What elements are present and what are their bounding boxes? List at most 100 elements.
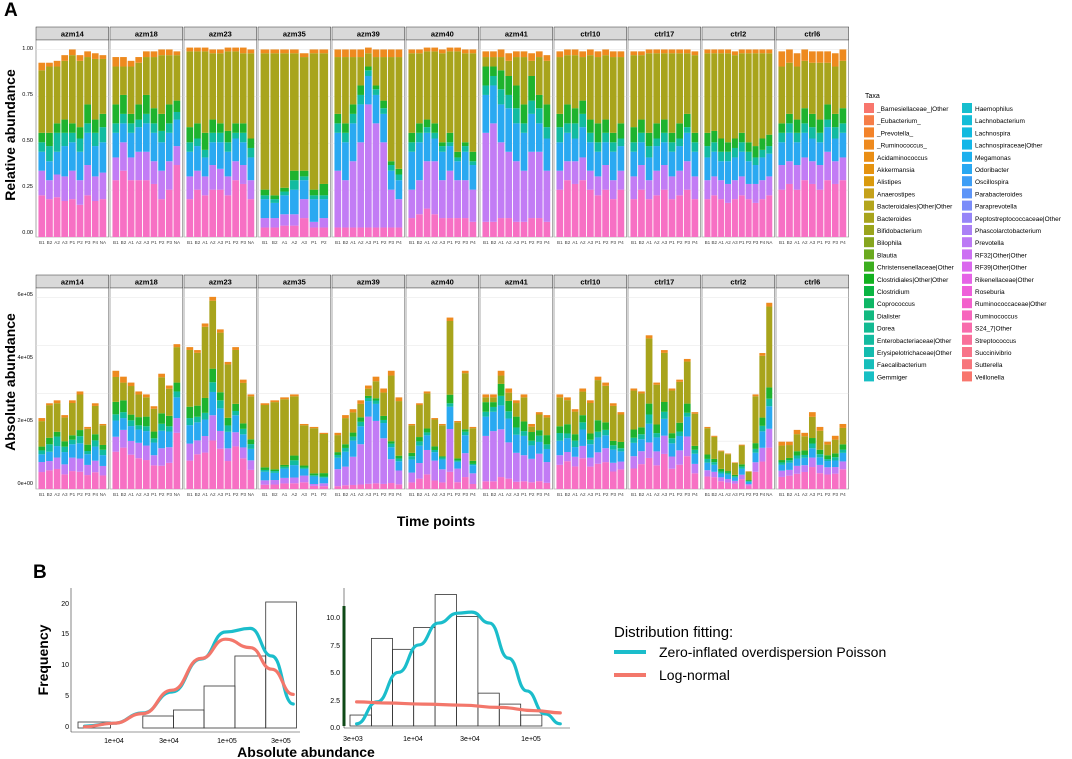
- time-point-tick: P1: [669, 240, 675, 245]
- stacked-bar-segment: [461, 151, 469, 181]
- stacked-bar-segment: [446, 471, 454, 489]
- stacked-bar-segment: [482, 85, 490, 95]
- stacked-bar-segment: [239, 447, 247, 459]
- stacked-bar-segment: [668, 199, 676, 237]
- stacked-bar-segment: [469, 49, 477, 54]
- facet-strip-label: ctrl17: [654, 278, 674, 287]
- stacked-bar-segment: [602, 49, 609, 56]
- stacked-bar-segment: [84, 428, 91, 445]
- time-point-tick: A3: [440, 240, 446, 245]
- time-point-tick: B1: [335, 492, 341, 497]
- stacked-bar-segment: [120, 142, 127, 171]
- stacked-bar-segment: [564, 55, 571, 105]
- taxa-legend-label: Ruminococcus: [975, 313, 1018, 320]
- stacked-bar-segment: [232, 446, 239, 489]
- facet-strip-label: azm39: [357, 278, 380, 287]
- time-point-tick: A2: [432, 492, 438, 497]
- stacked-bar-segment: [505, 218, 513, 237]
- stacked-bar-segment: [564, 161, 571, 181]
- time-point-tick: A3: [218, 492, 224, 497]
- stacked-bar-segment: [173, 347, 181, 383]
- time-point-tick: A2: [802, 240, 808, 245]
- stacked-bar-segment: [232, 432, 239, 447]
- stacked-bar-segment: [357, 403, 365, 418]
- stacked-bar-segment: [704, 49, 711, 54]
- stacked-bar-segment: [319, 195, 329, 200]
- stacked-bar-segment: [127, 386, 135, 415]
- time-point-tick: NA: [766, 240, 773, 245]
- histogram-bin: [203, 685, 236, 729]
- stacked-bar-segment: [617, 414, 625, 442]
- time-point-tick: P1: [739, 492, 745, 497]
- stacked-bar-segment: [120, 113, 127, 124]
- abs-y-tick: 2e+05: [18, 418, 33, 424]
- stacked-bar-segment: [38, 418, 46, 422]
- stacked-bar-segment: [469, 161, 477, 166]
- time-point-tick: A3: [218, 240, 224, 245]
- stacked-bar-segment: [61, 132, 69, 147]
- stacked-bar-segment: [431, 123, 439, 133]
- stacked-bar-segment: [112, 180, 120, 237]
- stacked-bar-segment: [91, 146, 99, 177]
- stacked-bar-segment: [718, 180, 725, 200]
- facet-strip-label: azm18: [135, 30, 158, 39]
- stacked-bar-segment: [660, 189, 668, 237]
- stacked-bar-segment: [579, 180, 587, 237]
- stacked-bar-segment: [232, 349, 239, 404]
- stacked-bar-segment: [165, 161, 173, 190]
- hist-right-y-axis-highlight: [342, 606, 346, 726]
- stacked-bar-segment: [564, 132, 571, 162]
- stacked-bar-segment: [571, 55, 579, 109]
- stacked-bar-segment: [520, 57, 528, 105]
- taxa-legend-item: Alistipes: [864, 176, 902, 187]
- stacked-bar-segment: [216, 132, 224, 143]
- stacked-bar-segment: [745, 485, 752, 489]
- stacked-bar-segment: [778, 132, 786, 143]
- stacked-bar-segment: [290, 394, 299, 397]
- stacked-bar-segment: [824, 180, 831, 237]
- stacked-bar-segment: [158, 413, 165, 424]
- stacked-bar-segment: [617, 57, 625, 124]
- taxa-legend-swatch: [962, 310, 972, 321]
- stacked-bar-segment: [438, 146, 446, 152]
- stacked-bar-segment: [201, 326, 209, 398]
- stacked-bar-segment: [704, 180, 711, 200]
- stacked-bar-segment: [438, 469, 446, 483]
- time-point-tick: A2: [54, 492, 60, 497]
- stacked-bar-segment: [630, 199, 638, 237]
- stacked-bar-segment: [349, 227, 357, 237]
- stacked-bar-segment: [660, 352, 668, 402]
- stacked-bar-segment: [824, 455, 831, 460]
- stacked-bar-segment: [660, 435, 668, 454]
- time-point-tick: B1: [557, 492, 563, 497]
- stacked-bar-segment: [99, 172, 107, 200]
- stacked-bar-segment: [731, 462, 738, 463]
- stacked-bar-segment: [216, 53, 224, 124]
- stacked-bar-segment: [209, 440, 217, 489]
- taxa-legend-label: Lachnospira: [975, 130, 1011, 137]
- stacked-bar-segment: [482, 94, 490, 133]
- stacked-bar-segment: [173, 55, 181, 101]
- stacked-bar-segment: [334, 469, 342, 487]
- hist-right-y-tick: 2.5: [330, 698, 340, 705]
- stacked-bar-segment: [224, 195, 232, 237]
- stacked-bar-segment: [342, 227, 349, 237]
- stacked-bar-segment: [357, 426, 365, 445]
- stacked-bar-segment: [387, 49, 395, 58]
- taxa-legend-swatch: [962, 176, 972, 187]
- taxa-legend-swatch: [962, 371, 972, 382]
- stacked-bar-segment: [752, 146, 759, 158]
- stacked-bar-segment: [645, 49, 653, 54]
- stacked-bar-segment: [801, 49, 809, 61]
- stacked-bar-segment: [668, 390, 676, 434]
- stacked-bar-segment: [319, 183, 329, 196]
- taxa-legend-item: Bacteroidales|Other|Other: [864, 200, 953, 211]
- taxa-legend-label: Streptococcus: [975, 338, 1017, 345]
- stacked-bar-segment: [158, 49, 165, 56]
- stacked-bar-segment: [247, 147, 255, 158]
- stacked-bar-segment: [808, 467, 816, 489]
- time-point-tick: P1: [739, 240, 745, 245]
- hist-left-x-tick: 1e+05: [217, 738, 237, 745]
